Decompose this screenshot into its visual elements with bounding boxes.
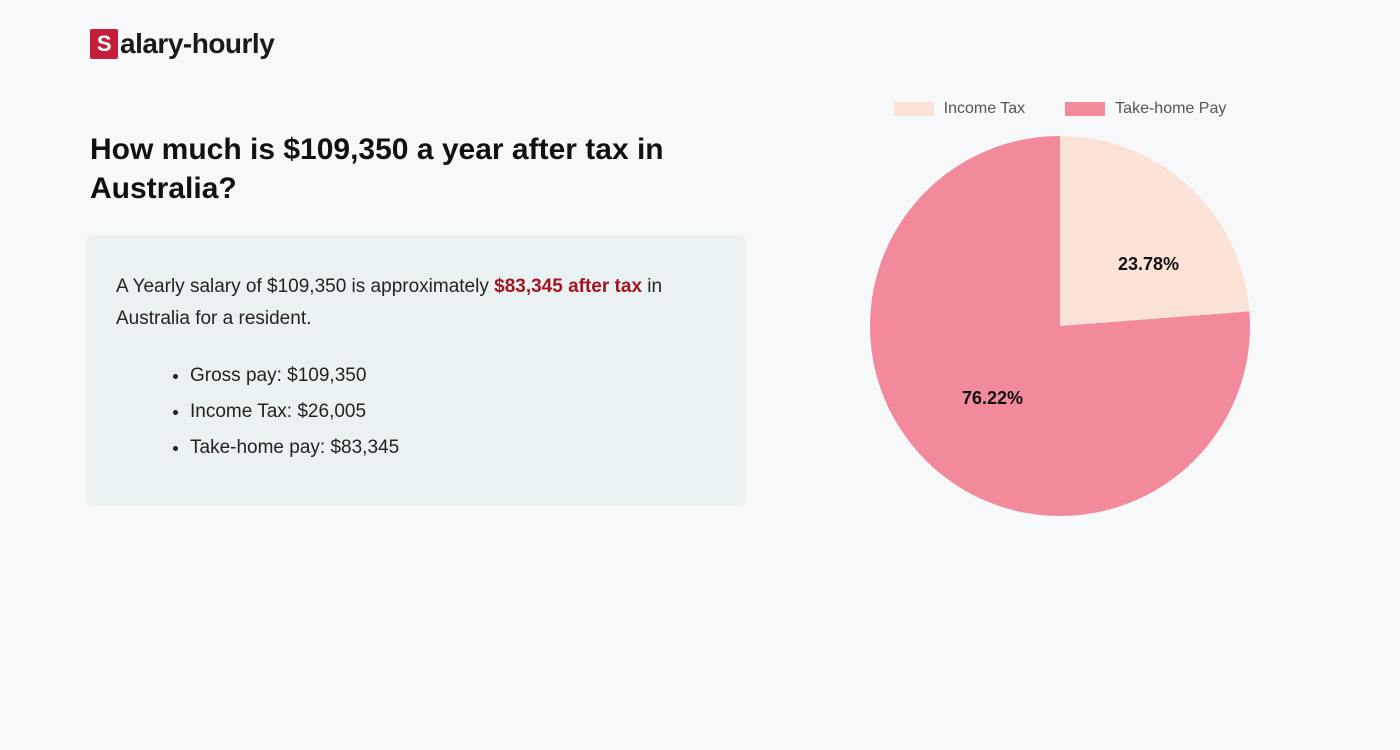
- summary-highlight: $83,345 after tax: [494, 276, 642, 297]
- summary-prefix: A Yearly salary of $109,350 is approxima…: [116, 276, 494, 297]
- legend-label-take-home: Take-home Pay: [1115, 100, 1226, 118]
- pie-chart: Income Tax Take-home Pay 23.78% 76.22%: [860, 100, 1260, 516]
- summary-bullets: Gross pay: $109,350 Income Tax: $26,005 …: [116, 358, 716, 466]
- summary-text: A Yearly salary of $109,350 is approxima…: [116, 271, 716, 336]
- pie-wrap: 23.78% 76.22%: [870, 136, 1250, 516]
- pie-disc: [870, 136, 1250, 516]
- slice-label-income-tax: 23.78%: [1118, 254, 1179, 275]
- bullet-income-tax: Income Tax: $26,005: [190, 394, 716, 430]
- summary-box: A Yearly salary of $109,350 is approxima…: [86, 235, 746, 506]
- slice-label-take-home: 76.22%: [962, 388, 1023, 409]
- logo-icon: S: [90, 29, 118, 59]
- legend-item-take-home: Take-home Pay: [1065, 100, 1226, 118]
- legend-item-income-tax: Income Tax: [894, 100, 1026, 118]
- legend-swatch-take-home: [1065, 102, 1105, 116]
- page-title: How much is $109,350 a year after tax in…: [90, 130, 710, 208]
- chart-legend: Income Tax Take-home Pay: [860, 100, 1260, 118]
- bullet-take-home: Take-home pay: $83,345: [190, 430, 716, 466]
- legend-label-income-tax: Income Tax: [944, 100, 1026, 118]
- bullet-gross-pay: Gross pay: $109,350: [190, 358, 716, 394]
- site-logo: Salary-hourly: [90, 28, 274, 60]
- logo-text: alary-hourly: [120, 28, 274, 60]
- legend-swatch-income-tax: [894, 102, 934, 116]
